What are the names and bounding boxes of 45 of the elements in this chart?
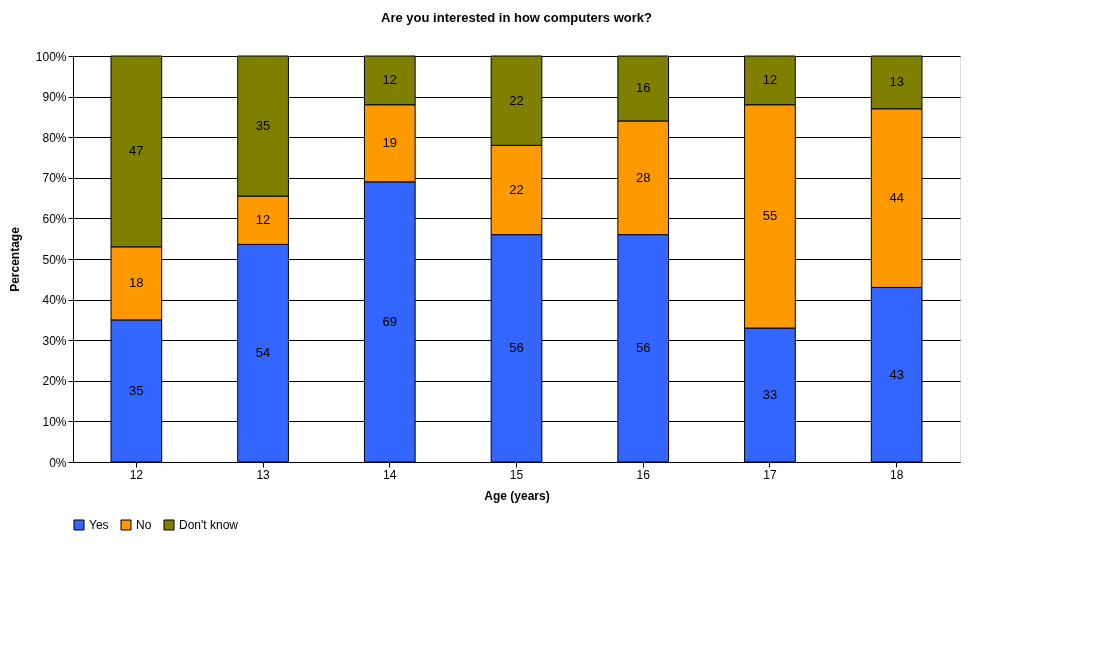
data-label: 44: [889, 190, 904, 206]
y-tick-label: 0%: [49, 455, 67, 470]
data-label: 33: [762, 387, 778, 403]
x-tick-label: 18: [889, 467, 904, 482]
x-axis-title: Age (years): [484, 488, 550, 503]
data-label: 16: [635, 80, 651, 96]
data-label: 55: [762, 208, 778, 224]
data-label: 12: [762, 72, 778, 88]
data-label: 56: [509, 340, 524, 356]
x-tick-label: 12: [129, 467, 144, 482]
data-label: 35: [129, 382, 144, 398]
y-tick-label: 100%: [35, 49, 67, 64]
data-label: 13: [889, 74, 904, 90]
y-tick-label: 80%: [42, 130, 67, 145]
data-label: 12: [382, 72, 398, 88]
data-label: 69: [382, 313, 398, 329]
x-tick-label: 17: [763, 467, 777, 482]
legend-label: Don't know: [179, 518, 239, 532]
data-label: 54: [255, 345, 271, 361]
y-tick-label: 70%: [42, 171, 67, 186]
y-tick-label: 20%: [42, 374, 67, 389]
data-label: 22: [509, 181, 524, 197]
y-axis-title: Percentage: [7, 226, 22, 292]
x-tick-label: 14: [383, 467, 397, 482]
y-tick-label: 60%: [42, 211, 67, 226]
data-label: 56: [635, 340, 651, 356]
x-tick-label: 16: [636, 467, 651, 482]
data-label: 18: [129, 275, 144, 291]
data-label: 47: [129, 143, 144, 159]
y-tick-label: 30%: [42, 333, 67, 348]
data-label: 35: [255, 118, 271, 134]
data-label: 43: [889, 366, 904, 382]
data-label: 22: [509, 92, 524, 108]
data-label: 28: [635, 169, 651, 185]
y-tick-label: 40%: [42, 293, 67, 308]
x-tick-label: 15: [509, 467, 524, 482]
legend-label: Yes: [89, 518, 109, 532]
x-tick-label: 13: [256, 467, 271, 482]
y-tick-label: 90%: [42, 90, 67, 105]
data-label: 19: [382, 135, 398, 151]
y-tick-label: 10%: [42, 414, 67, 429]
legend-label: No: [136, 518, 152, 532]
data-label: 12: [255, 212, 271, 228]
chart-title: Are you interested in how computers work?: [381, 10, 652, 25]
y-tick-label: 50%: [42, 252, 67, 267]
